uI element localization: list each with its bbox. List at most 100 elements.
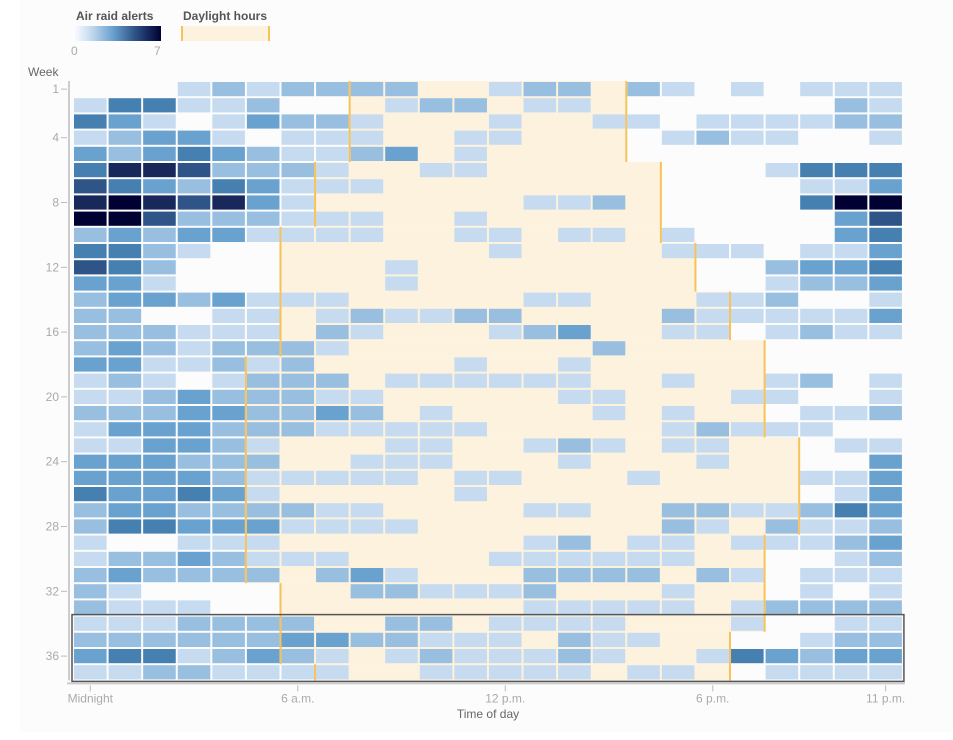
heatmap-cell [661, 373, 695, 388]
heatmap-cell [212, 616, 245, 631]
heatmap-cell [385, 146, 418, 161]
heatmap-cell [108, 292, 142, 307]
heatmap-cell [316, 389, 349, 404]
heatmap-cell [558, 292, 591, 307]
heatmap-cell [177, 163, 211, 178]
heatmap-cell [488, 470, 522, 485]
heatmap-cell [592, 568, 626, 583]
heatmap-cell [143, 438, 176, 453]
legend-min-label: 0 [71, 44, 78, 58]
heatmap-cell [558, 195, 591, 210]
heatmap-cell [558, 600, 591, 615]
heatmap-cell [74, 600, 107, 615]
heatmap-cell [627, 551, 660, 566]
heatmap-cell [800, 649, 833, 664]
heatmap-cell [246, 114, 280, 129]
heatmap-cell [177, 487, 211, 502]
heatmap-cell [869, 568, 902, 583]
heatmap-cell [661, 130, 695, 145]
heatmap-cell [488, 82, 522, 97]
heatmap-cell [869, 584, 902, 599]
heatmap-cell [246, 373, 280, 388]
legend-alerts-title: Air raid alerts [76, 9, 154, 23]
heatmap-cell [661, 600, 695, 615]
heatmap-cell [869, 454, 902, 469]
heatmap-cell [143, 616, 176, 631]
heatmap-cell [143, 146, 176, 161]
heatmap-cell [108, 341, 142, 356]
heatmap-cell [523, 584, 557, 599]
heatmap-cell [212, 519, 245, 534]
daylight-edges-layer [71, 81, 905, 683]
heatmap-cell [869, 130, 902, 145]
heatmap-cell [212, 130, 245, 145]
heatmap-cell [419, 406, 453, 421]
heatmap-cell [316, 568, 349, 583]
heatmap-cell [834, 649, 868, 664]
heatmap-cell [696, 438, 730, 453]
heatmap-cell [592, 616, 626, 631]
heatmap-cell [800, 519, 833, 534]
heatmap-cell [869, 600, 902, 615]
heatmap-cell [454, 649, 487, 664]
heatmap-cell [731, 600, 764, 615]
heatmap-cell [74, 568, 107, 583]
heatmap-cell [108, 632, 142, 647]
heatmap-cell [800, 568, 833, 583]
heatmap-cell [523, 551, 557, 566]
heatmap-cell [488, 665, 522, 680]
heatmap-cell [869, 487, 902, 502]
heatmap-cell [108, 470, 142, 485]
heatmap-cell [558, 454, 591, 469]
heatmap-cell [869, 98, 902, 113]
heatmap-cell [592, 438, 626, 453]
heatmap-cell [143, 519, 176, 534]
heatmap-cell [246, 568, 280, 583]
heatmap-cell [246, 227, 280, 242]
heatmap-cell [731, 568, 764, 583]
heatmap-cell [143, 487, 176, 502]
heatmap-cell [488, 244, 522, 259]
x-tick-label: 11 p.m. [866, 691, 905, 705]
heatmap-cell [661, 535, 695, 550]
heatmap-cell [143, 211, 176, 226]
y-tick-label: 4 [52, 131, 59, 145]
heatmap-cell [869, 632, 902, 647]
heatmap-cell [488, 616, 522, 631]
heatmap-cell [454, 632, 487, 647]
heatmap-cell [177, 98, 211, 113]
heatmap-cell [696, 308, 730, 323]
heatmap-cell [246, 211, 280, 226]
heatmap-cell [350, 470, 384, 485]
heatmap-cell [800, 195, 833, 210]
heatmap-cell [108, 584, 142, 599]
heatmap-cell [765, 114, 799, 129]
heatmap-cell [281, 179, 315, 194]
heatmap-cell [108, 487, 142, 502]
heatmap-cell [246, 632, 280, 647]
heatmap-cell [350, 632, 384, 647]
heatmap-cell [74, 503, 107, 518]
heatmap-cell [316, 649, 349, 664]
heatmap-cell [661, 519, 695, 534]
heatmap-cell [627, 568, 660, 583]
heatmap-cell [177, 632, 211, 647]
heatmap-cell [869, 114, 902, 129]
heatmap-cell [281, 227, 315, 242]
heatmap-cell [558, 357, 591, 372]
heatmap-cell [108, 519, 142, 534]
heatmap-cell [246, 665, 280, 680]
heatmap-cell [350, 114, 384, 129]
heatmap-cell [558, 535, 591, 550]
heatmap-cell [350, 389, 384, 404]
heatmap-cell [800, 114, 833, 129]
heatmap-cell [488, 649, 522, 664]
heatmap-cell [246, 438, 280, 453]
x-tick-label: Midnight [68, 691, 114, 705]
heatmap-cell [246, 146, 280, 161]
heatmap-cell [558, 438, 591, 453]
heatmap-cell [419, 438, 453, 453]
heatmap-cell [523, 82, 557, 97]
heatmap-cell [143, 389, 176, 404]
heatmap-cell [108, 600, 142, 615]
